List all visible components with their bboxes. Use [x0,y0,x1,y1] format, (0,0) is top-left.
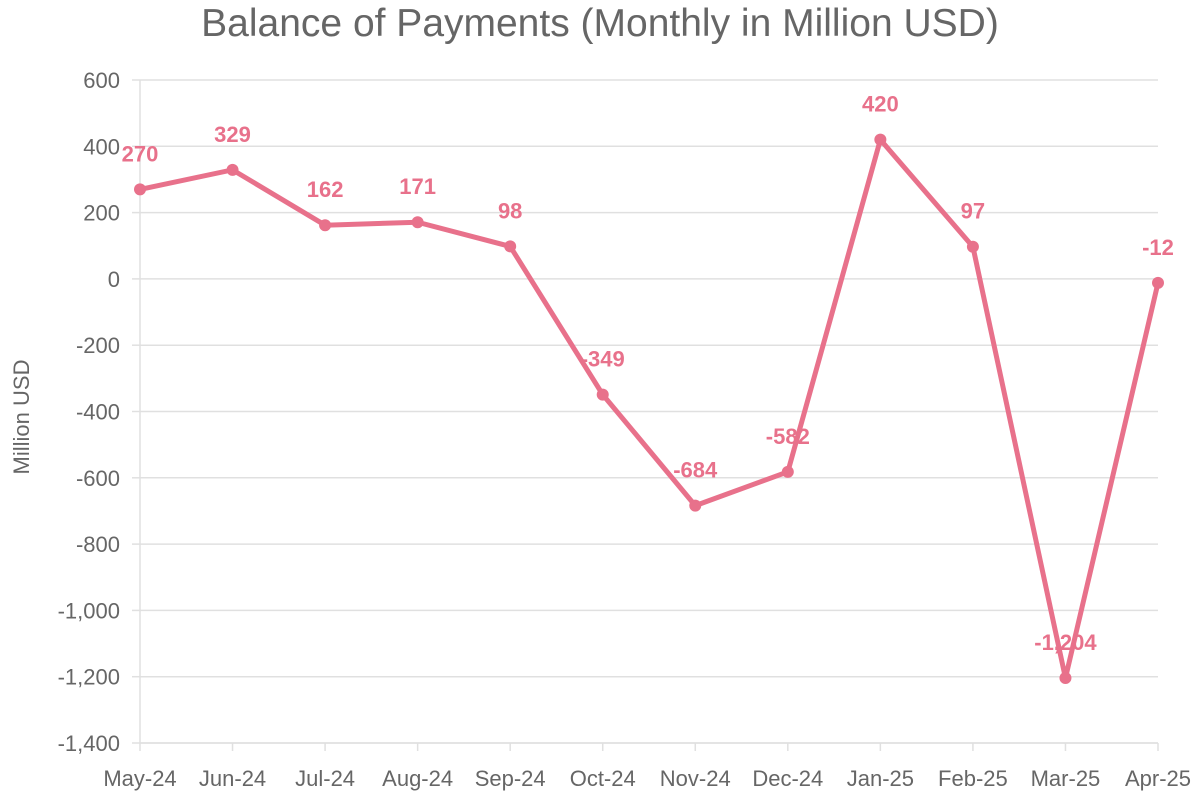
data-point [411,216,424,229]
axes [132,79,1159,751]
data-point [689,499,702,512]
data-point [226,163,239,176]
data-labels: 270 329 162 171 98 -349 -684 -582 420 97 -1,204 -12 [122,92,1174,655]
y-tick-labels: 600 400 200 0 -200 -400 -600 -800 -1,000 -1,200 -1… [58,68,120,756]
y-tick-label: 400 [83,134,120,159]
x-tick-labels: May-24 Jun-24 Jul-24 Aug-24 Sep-24 Oct-24 Nov-… [103,766,1191,791]
data-label: 162 [307,177,344,202]
x-tick-label: Sep-24 [475,766,546,791]
data-point [596,388,609,401]
y-tick-label: -800 [76,532,120,557]
y-axis-title: Million USD [9,360,34,475]
x-tick-label: Aug-24 [382,766,453,791]
y-tick-label: -400 [76,400,120,425]
x-tick-label: Mar-25 [1031,766,1101,791]
y-tick-label: -200 [76,333,120,358]
x-tick-label: Apr-25 [1125,766,1191,791]
data-label: -582 [766,424,810,449]
data-label: -349 [581,347,625,372]
x-tick-label: Feb-25 [938,766,1008,791]
data-label: 329 [214,122,251,147]
data-label: 98 [498,198,522,223]
x-tick-label: Jun-24 [199,766,266,791]
x-tick-label: Jan-25 [847,766,914,791]
x-tick-label: May-24 [103,766,176,791]
chart-title: Balance of Payments (Monthly in Million … [201,2,999,45]
data-point [1059,672,1072,685]
x-tick-label: Jul-24 [295,766,355,791]
x-tick-label: Nov-24 [660,766,731,791]
y-tick-label: 600 [83,68,120,93]
data-point [504,240,517,253]
grid-lines [140,79,1158,744]
data-label: -12 [1142,235,1174,260]
data-label: 420 [862,92,899,117]
data-point [1152,276,1164,289]
data-label: -1,204 [1034,630,1097,655]
data-point [781,465,794,478]
y-tick-label: -600 [76,466,120,491]
series-line-group [134,133,1164,685]
data-label: 270 [122,141,159,166]
data-point [874,133,887,146]
data-point [134,183,146,196]
data-point [966,240,979,253]
x-tick-label: Dec-24 [752,766,823,791]
data-label: 97 [961,199,985,224]
series-line [137,134,1161,679]
data-label: 171 [399,174,436,199]
data-point [319,219,332,232]
y-tick-label: -1,400 [58,731,120,756]
x-tick-label: Oct-24 [570,766,636,791]
y-tick-label: 0 [108,267,120,292]
data-label: -684 [673,458,718,483]
y-tick-label: -1,200 [58,665,120,690]
y-tick-label: 200 [83,201,120,226]
y-tick-label: -1,000 [58,598,120,623]
